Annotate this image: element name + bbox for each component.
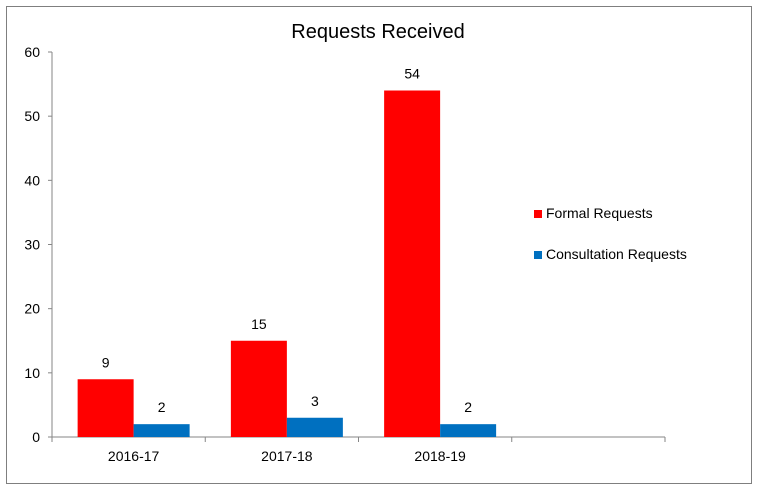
bar xyxy=(77,379,134,437)
x-tick-label: 2017-18 xyxy=(261,448,313,464)
bar xyxy=(384,90,441,437)
data-label: 2 xyxy=(464,399,472,415)
y-tick-label: 20 xyxy=(24,301,40,317)
y-tick-label: 0 xyxy=(32,429,40,445)
data-label: 15 xyxy=(251,316,267,332)
data-label: 2 xyxy=(158,399,166,415)
legend-label: Formal Requests xyxy=(546,205,653,221)
bar xyxy=(286,417,343,437)
legend-swatch xyxy=(534,210,542,218)
data-label: 9 xyxy=(102,354,110,370)
legend: Formal Requests Consultation Requests xyxy=(534,205,687,262)
x-tick-label: 2018-19 xyxy=(414,448,466,464)
bars xyxy=(77,90,497,437)
legend-label: Consultation Requests xyxy=(546,246,687,262)
legend-swatch xyxy=(534,251,542,259)
y-tick-label: 30 xyxy=(24,237,40,253)
y-tick-label: 60 xyxy=(24,44,40,60)
bar xyxy=(440,424,497,437)
data-label: 3 xyxy=(311,393,319,409)
x-axis: 2016-17 2017-18 2018-19 xyxy=(51,436,666,464)
chart-title: Requests Received xyxy=(291,21,464,43)
bar xyxy=(133,424,190,437)
data-label: 54 xyxy=(404,66,420,82)
y-tick-label: 10 xyxy=(24,365,40,381)
x-tick-label: 2016-17 xyxy=(108,448,160,464)
data-labels: 9 2 15 3 54 2 xyxy=(102,66,473,416)
y-tick-label: 50 xyxy=(24,108,40,124)
bar xyxy=(230,340,287,437)
y-axis: 0 10 20 30 40 50 60 xyxy=(24,44,53,445)
y-tick-label: 40 xyxy=(24,172,40,188)
